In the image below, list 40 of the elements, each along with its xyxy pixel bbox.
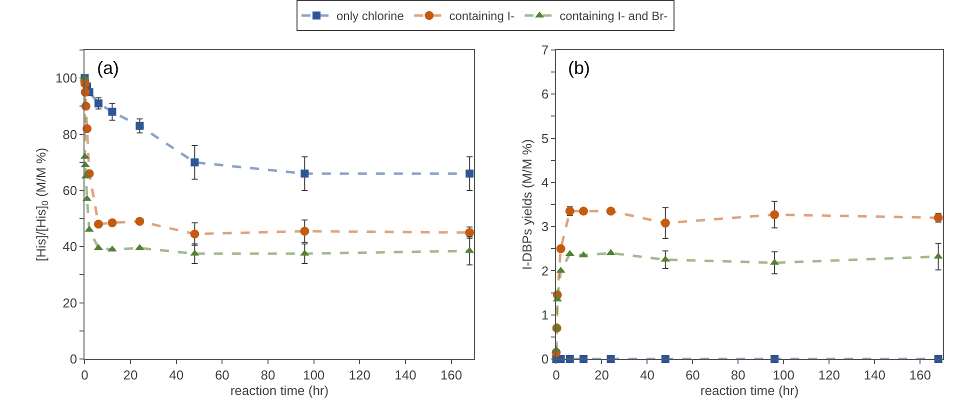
x-tick-label: 0: [81, 368, 88, 383]
x-axis-title: reaction time (hr): [230, 383, 329, 398]
x-tick-label: 80: [260, 368, 276, 383]
x-tick-label: 20: [123, 368, 138, 383]
x-tick-label: 120: [818, 368, 840, 383]
y-axis-title: I-DBPs yields (M/M %): [519, 139, 534, 270]
y-tick-label: 0: [541, 352, 549, 367]
x-tick-label: 40: [640, 368, 654, 383]
x-tick-label: 60: [214, 368, 230, 383]
legend-label: containing I-: [449, 9, 515, 24]
x-tick-label: 140: [394, 368, 416, 383]
x-tick-label: 0: [552, 368, 560, 383]
y-tick-label: 5: [541, 130, 549, 146]
x-tick-label: 20: [594, 368, 609, 383]
y-tick-label: 40: [62, 239, 78, 254]
legend-label: containing I- and Br-: [560, 9, 668, 24]
y-tick-label: 80: [62, 126, 78, 142]
y-tick-label: 100: [55, 70, 78, 86]
x-tick-label: 100: [302, 368, 325, 383]
y-tick-label: 7: [541, 42, 549, 58]
x-tick-label: 160: [440, 368, 462, 383]
legend-label: only chlorine: [336, 9, 404, 24]
y-tick-label: 60: [62, 183, 78, 198]
y-tick-label: 4: [541, 174, 549, 190]
annotation: (a): [97, 58, 119, 78]
x-tick-label: 160: [909, 368, 931, 383]
x-tick-label: 120: [348, 368, 370, 383]
x-tick-label: 100: [772, 368, 795, 383]
x-tick-label: 40: [169, 368, 184, 383]
y-tick-label: 6: [541, 86, 549, 102]
y-tick-label: 20: [62, 295, 78, 310]
x-axis-title: reaction time (hr): [700, 383, 799, 398]
y-tick-label: 2: [541, 263, 549, 278]
x-tick-label: 60: [685, 368, 700, 383]
x-tick-label: 80: [730, 368, 746, 383]
y-tick-label: 1: [541, 307, 549, 322]
annotation: (b): [568, 58, 590, 78]
x-tick-label: 140: [864, 368, 886, 383]
y-tick-label: 3: [541, 219, 549, 234]
y-tick-label: 0: [70, 352, 78, 367]
